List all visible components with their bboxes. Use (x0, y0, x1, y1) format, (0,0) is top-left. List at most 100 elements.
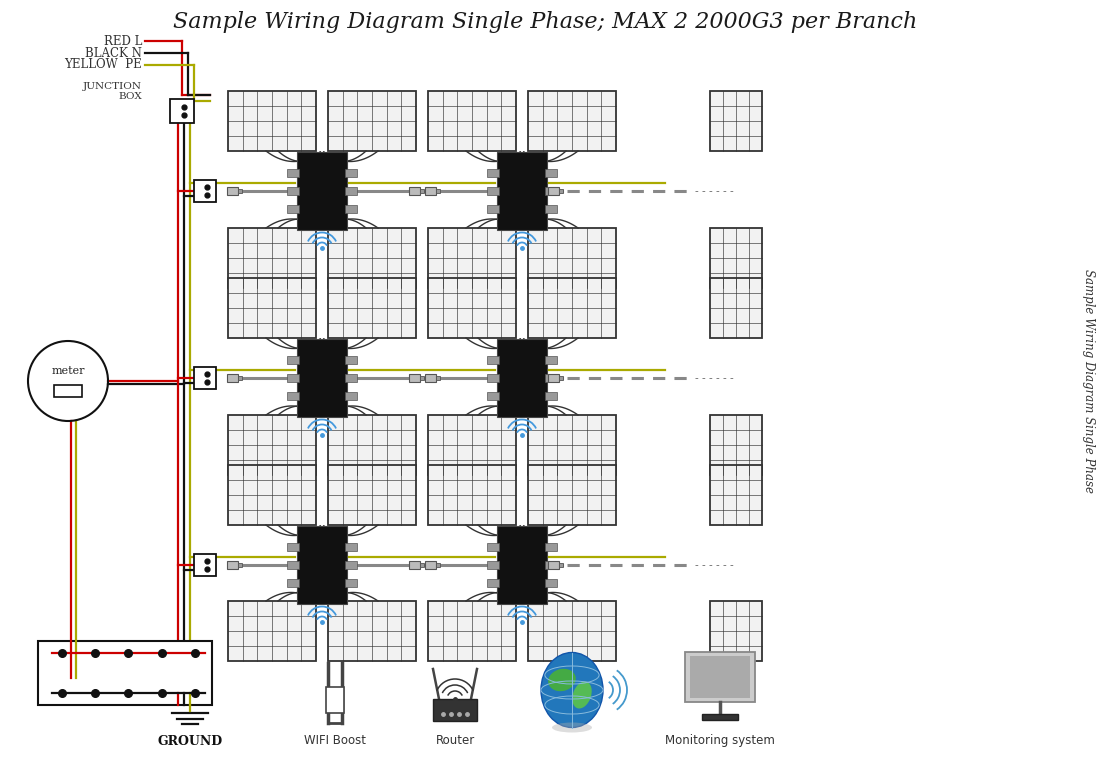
Bar (326, 687, 344, 713)
Ellipse shape (541, 652, 603, 727)
Bar (428, 415, 516, 475)
Bar (544, 392, 557, 400)
Bar (238, 376, 242, 380)
Bar (419, 563, 424, 567)
Bar (548, 187, 559, 195)
Bar (345, 561, 358, 569)
Bar (228, 415, 316, 475)
Bar (436, 376, 440, 380)
Bar (487, 579, 499, 587)
Bar (345, 205, 358, 213)
Bar (345, 374, 358, 382)
Bar (497, 152, 547, 230)
Bar (287, 374, 299, 382)
Bar (487, 356, 499, 364)
Bar (428, 601, 516, 661)
Text: RED L: RED L (103, 34, 142, 47)
Bar (287, 356, 299, 364)
Bar (345, 392, 358, 400)
Bar (528, 278, 616, 338)
Bar (425, 187, 436, 195)
Text: JUNCTION
BOX: JUNCTION BOX (82, 82, 142, 101)
Bar (497, 526, 547, 604)
Bar (710, 91, 762, 151)
Bar (528, 415, 616, 475)
Bar (487, 374, 499, 382)
Bar (544, 543, 557, 551)
Bar (287, 205, 299, 213)
Bar (297, 152, 346, 230)
Bar (559, 188, 562, 193)
Bar (228, 601, 316, 661)
Bar (328, 415, 416, 475)
Bar (287, 543, 299, 551)
Bar (419, 188, 424, 193)
Bar (238, 563, 242, 567)
Bar (345, 579, 358, 587)
Bar (227, 187, 238, 195)
Bar (297, 526, 346, 604)
Bar (228, 91, 316, 151)
Bar (487, 392, 499, 400)
Bar (487, 561, 499, 569)
Bar (487, 205, 499, 213)
Bar (544, 561, 557, 569)
Bar (548, 374, 559, 382)
Ellipse shape (552, 723, 592, 732)
Bar (328, 465, 416, 525)
Bar (544, 374, 557, 382)
Bar (710, 228, 762, 288)
Text: - - - - - -: - - - - - - (695, 560, 734, 570)
Bar (528, 465, 616, 525)
Bar (238, 188, 242, 193)
Text: Monitoring system: Monitoring system (666, 734, 774, 747)
Bar (228, 278, 316, 338)
Bar (287, 561, 299, 569)
Bar (328, 278, 416, 338)
Bar (297, 339, 346, 417)
Bar (528, 91, 616, 151)
Bar (497, 339, 547, 417)
Bar (287, 392, 299, 400)
Bar (287, 579, 299, 587)
Bar (436, 563, 440, 567)
Bar (544, 187, 557, 195)
Bar (428, 91, 516, 151)
Bar (685, 652, 755, 702)
Bar (487, 169, 499, 177)
Bar (228, 465, 316, 525)
Bar (690, 656, 750, 698)
Bar (559, 563, 562, 567)
Text: BLACK N: BLACK N (85, 47, 142, 60)
Text: meter: meter (52, 366, 85, 376)
Bar (419, 376, 424, 380)
Bar (287, 187, 299, 195)
Ellipse shape (548, 669, 575, 691)
Bar (194, 180, 216, 202)
Bar (548, 562, 559, 568)
Bar (710, 465, 762, 525)
Bar (228, 228, 316, 288)
Text: WIFI Boost: WIFI Boost (304, 734, 366, 747)
Bar (544, 356, 557, 364)
Bar (194, 554, 216, 576)
Bar (408, 187, 419, 195)
Text: - - - - - -: - - - - - - (695, 186, 734, 196)
Bar (227, 562, 238, 568)
Text: Router: Router (436, 734, 474, 747)
Bar (345, 187, 358, 195)
Bar (39, 641, 212, 705)
Bar (54, 385, 82, 397)
Text: Sample Wiring Diagram Single Phase; MAX 2 2000G3 per Branch: Sample Wiring Diagram Single Phase; MAX … (173, 11, 917, 33)
Bar (345, 356, 358, 364)
Bar (328, 228, 416, 288)
Bar (227, 374, 238, 382)
Bar (544, 169, 557, 177)
Bar (436, 188, 440, 193)
Bar (345, 169, 358, 177)
Bar (528, 601, 616, 661)
Bar (428, 278, 516, 338)
Bar (328, 601, 416, 661)
Bar (408, 374, 419, 382)
Text: - - - - - -: - - - - - - (695, 373, 734, 383)
